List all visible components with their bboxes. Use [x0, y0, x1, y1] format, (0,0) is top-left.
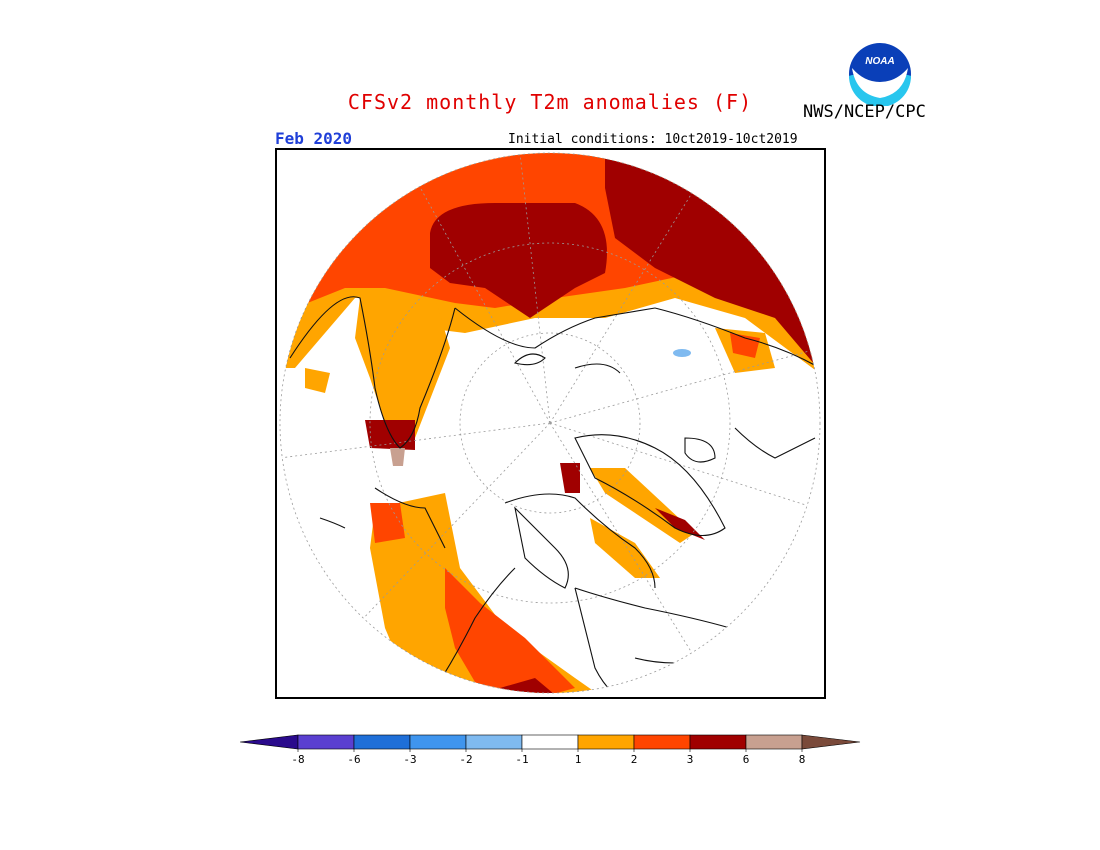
- logo-text: NOAA: [865, 56, 894, 67]
- colorbar-label: 1: [575, 753, 582, 766]
- colorbar-swatch: [633, 734, 691, 750]
- colorbar-label: 3: [687, 753, 694, 766]
- colorbar-label: -1: [515, 753, 528, 766]
- organization-label: NWS/NCEP/CPC: [803, 102, 926, 122]
- colorbar-label: -6: [347, 753, 360, 766]
- anomaly-shading: [280, 153, 820, 693]
- colorbar-label: -3: [403, 753, 416, 766]
- colorbar-label: -8: [291, 753, 304, 766]
- map-frame: [275, 148, 826, 699]
- colorbar-swatch: [240, 734, 299, 750]
- chart-title: CFSv2 monthly T2m anomalies (F): [347, 90, 753, 114]
- graticule: [280, 153, 820, 659]
- initial-conditions: Initial conditions: 10ct2019-10ct2019: [508, 132, 798, 147]
- colorbar-swatch: [353, 734, 411, 750]
- colorbar-swatch: [297, 734, 355, 750]
- colorbar-label: 2: [631, 753, 638, 766]
- colorbar-swatch: [577, 734, 635, 750]
- valid-month: Feb 2020: [275, 129, 353, 148]
- polar-map: [275, 148, 826, 699]
- colorbar-swatch: [409, 734, 467, 750]
- colorbar-swatch: [745, 734, 803, 750]
- colorbar-label: 8: [799, 753, 806, 766]
- colorbar: -8 -6 -3 -2 -1 1 2 3 6 8: [240, 734, 861, 766]
- colorbar-swatch: [801, 734, 861, 750]
- colorbar-swatch: [465, 734, 523, 750]
- colorbar-label: 6: [743, 753, 750, 766]
- colorbar-swatch: [521, 734, 579, 750]
- colorbar-swatch: [689, 734, 747, 750]
- colorbar-label: -2: [459, 753, 472, 766]
- noaa-logo: NOAA: [849, 43, 911, 106]
